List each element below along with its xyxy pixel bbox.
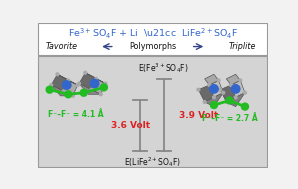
Polygon shape	[209, 81, 223, 97]
Bar	[38, 23, 267, 55]
Polygon shape	[51, 74, 68, 91]
Circle shape	[56, 73, 59, 76]
Circle shape	[50, 84, 52, 86]
Circle shape	[210, 85, 218, 93]
Polygon shape	[85, 73, 105, 84]
Circle shape	[222, 91, 225, 94]
Circle shape	[208, 84, 211, 86]
Circle shape	[243, 91, 246, 94]
Circle shape	[90, 88, 93, 91]
Polygon shape	[220, 85, 236, 102]
Circle shape	[217, 79, 220, 82]
Text: Tavorite: Tavorite	[46, 42, 78, 51]
Polygon shape	[198, 85, 214, 102]
Circle shape	[239, 79, 242, 82]
Circle shape	[229, 84, 232, 86]
Circle shape	[80, 89, 87, 96]
Circle shape	[225, 101, 228, 103]
Text: Fe$^{3+}$SO$_4$F + Li  \u21cc  LiFe$^{2+}$SO$_4$F: Fe$^{3+}$SO$_4$F + Li \u21cc LiFe$^{2+}$…	[68, 27, 238, 41]
Circle shape	[219, 88, 221, 91]
Polygon shape	[226, 74, 240, 85]
Polygon shape	[63, 81, 77, 96]
Bar	[38, 56, 267, 167]
Circle shape	[231, 85, 240, 93]
Polygon shape	[79, 73, 96, 90]
Polygon shape	[91, 79, 105, 94]
Circle shape	[62, 90, 65, 93]
Circle shape	[210, 102, 218, 108]
Circle shape	[46, 86, 53, 93]
Text: Polymorphs: Polymorphs	[129, 42, 176, 51]
Text: E(LiFe$^{2+}$SO$_4$F): E(LiFe$^{2+}$SO$_4$F)	[124, 155, 180, 169]
Polygon shape	[58, 74, 77, 85]
Text: Triplite: Triplite	[229, 42, 256, 51]
Circle shape	[67, 79, 70, 82]
Polygon shape	[205, 74, 219, 85]
Circle shape	[72, 94, 74, 97]
Polygon shape	[231, 81, 245, 97]
Text: F⁻–F⁻ = 4.1 Å: F⁻–F⁻ = 4.1 Å	[48, 110, 104, 119]
Text: 3.9 Volt: 3.9 Volt	[179, 111, 218, 120]
Polygon shape	[205, 93, 223, 107]
Circle shape	[100, 93, 102, 96]
Polygon shape	[51, 85, 73, 96]
Polygon shape	[226, 93, 245, 107]
Circle shape	[226, 97, 233, 104]
Circle shape	[100, 84, 107, 91]
Circle shape	[84, 71, 87, 74]
Circle shape	[78, 82, 80, 85]
Circle shape	[203, 101, 206, 103]
Circle shape	[212, 96, 215, 99]
Circle shape	[90, 79, 99, 88]
Circle shape	[197, 88, 200, 91]
Text: E(Fe$^{3+}$SO$_4$F): E(Fe$^{3+}$SO$_4$F)	[138, 61, 189, 75]
Circle shape	[234, 96, 237, 99]
Text: F⁻–F⁻ = 2.7 Å: F⁻–F⁻ = 2.7 Å	[201, 114, 257, 123]
Circle shape	[241, 103, 249, 110]
Circle shape	[95, 77, 97, 80]
Circle shape	[76, 84, 79, 86]
Circle shape	[63, 81, 71, 89]
Circle shape	[65, 91, 72, 98]
Polygon shape	[79, 84, 101, 94]
Circle shape	[104, 82, 107, 85]
Text: 3.6 Volt: 3.6 Volt	[111, 121, 150, 130]
